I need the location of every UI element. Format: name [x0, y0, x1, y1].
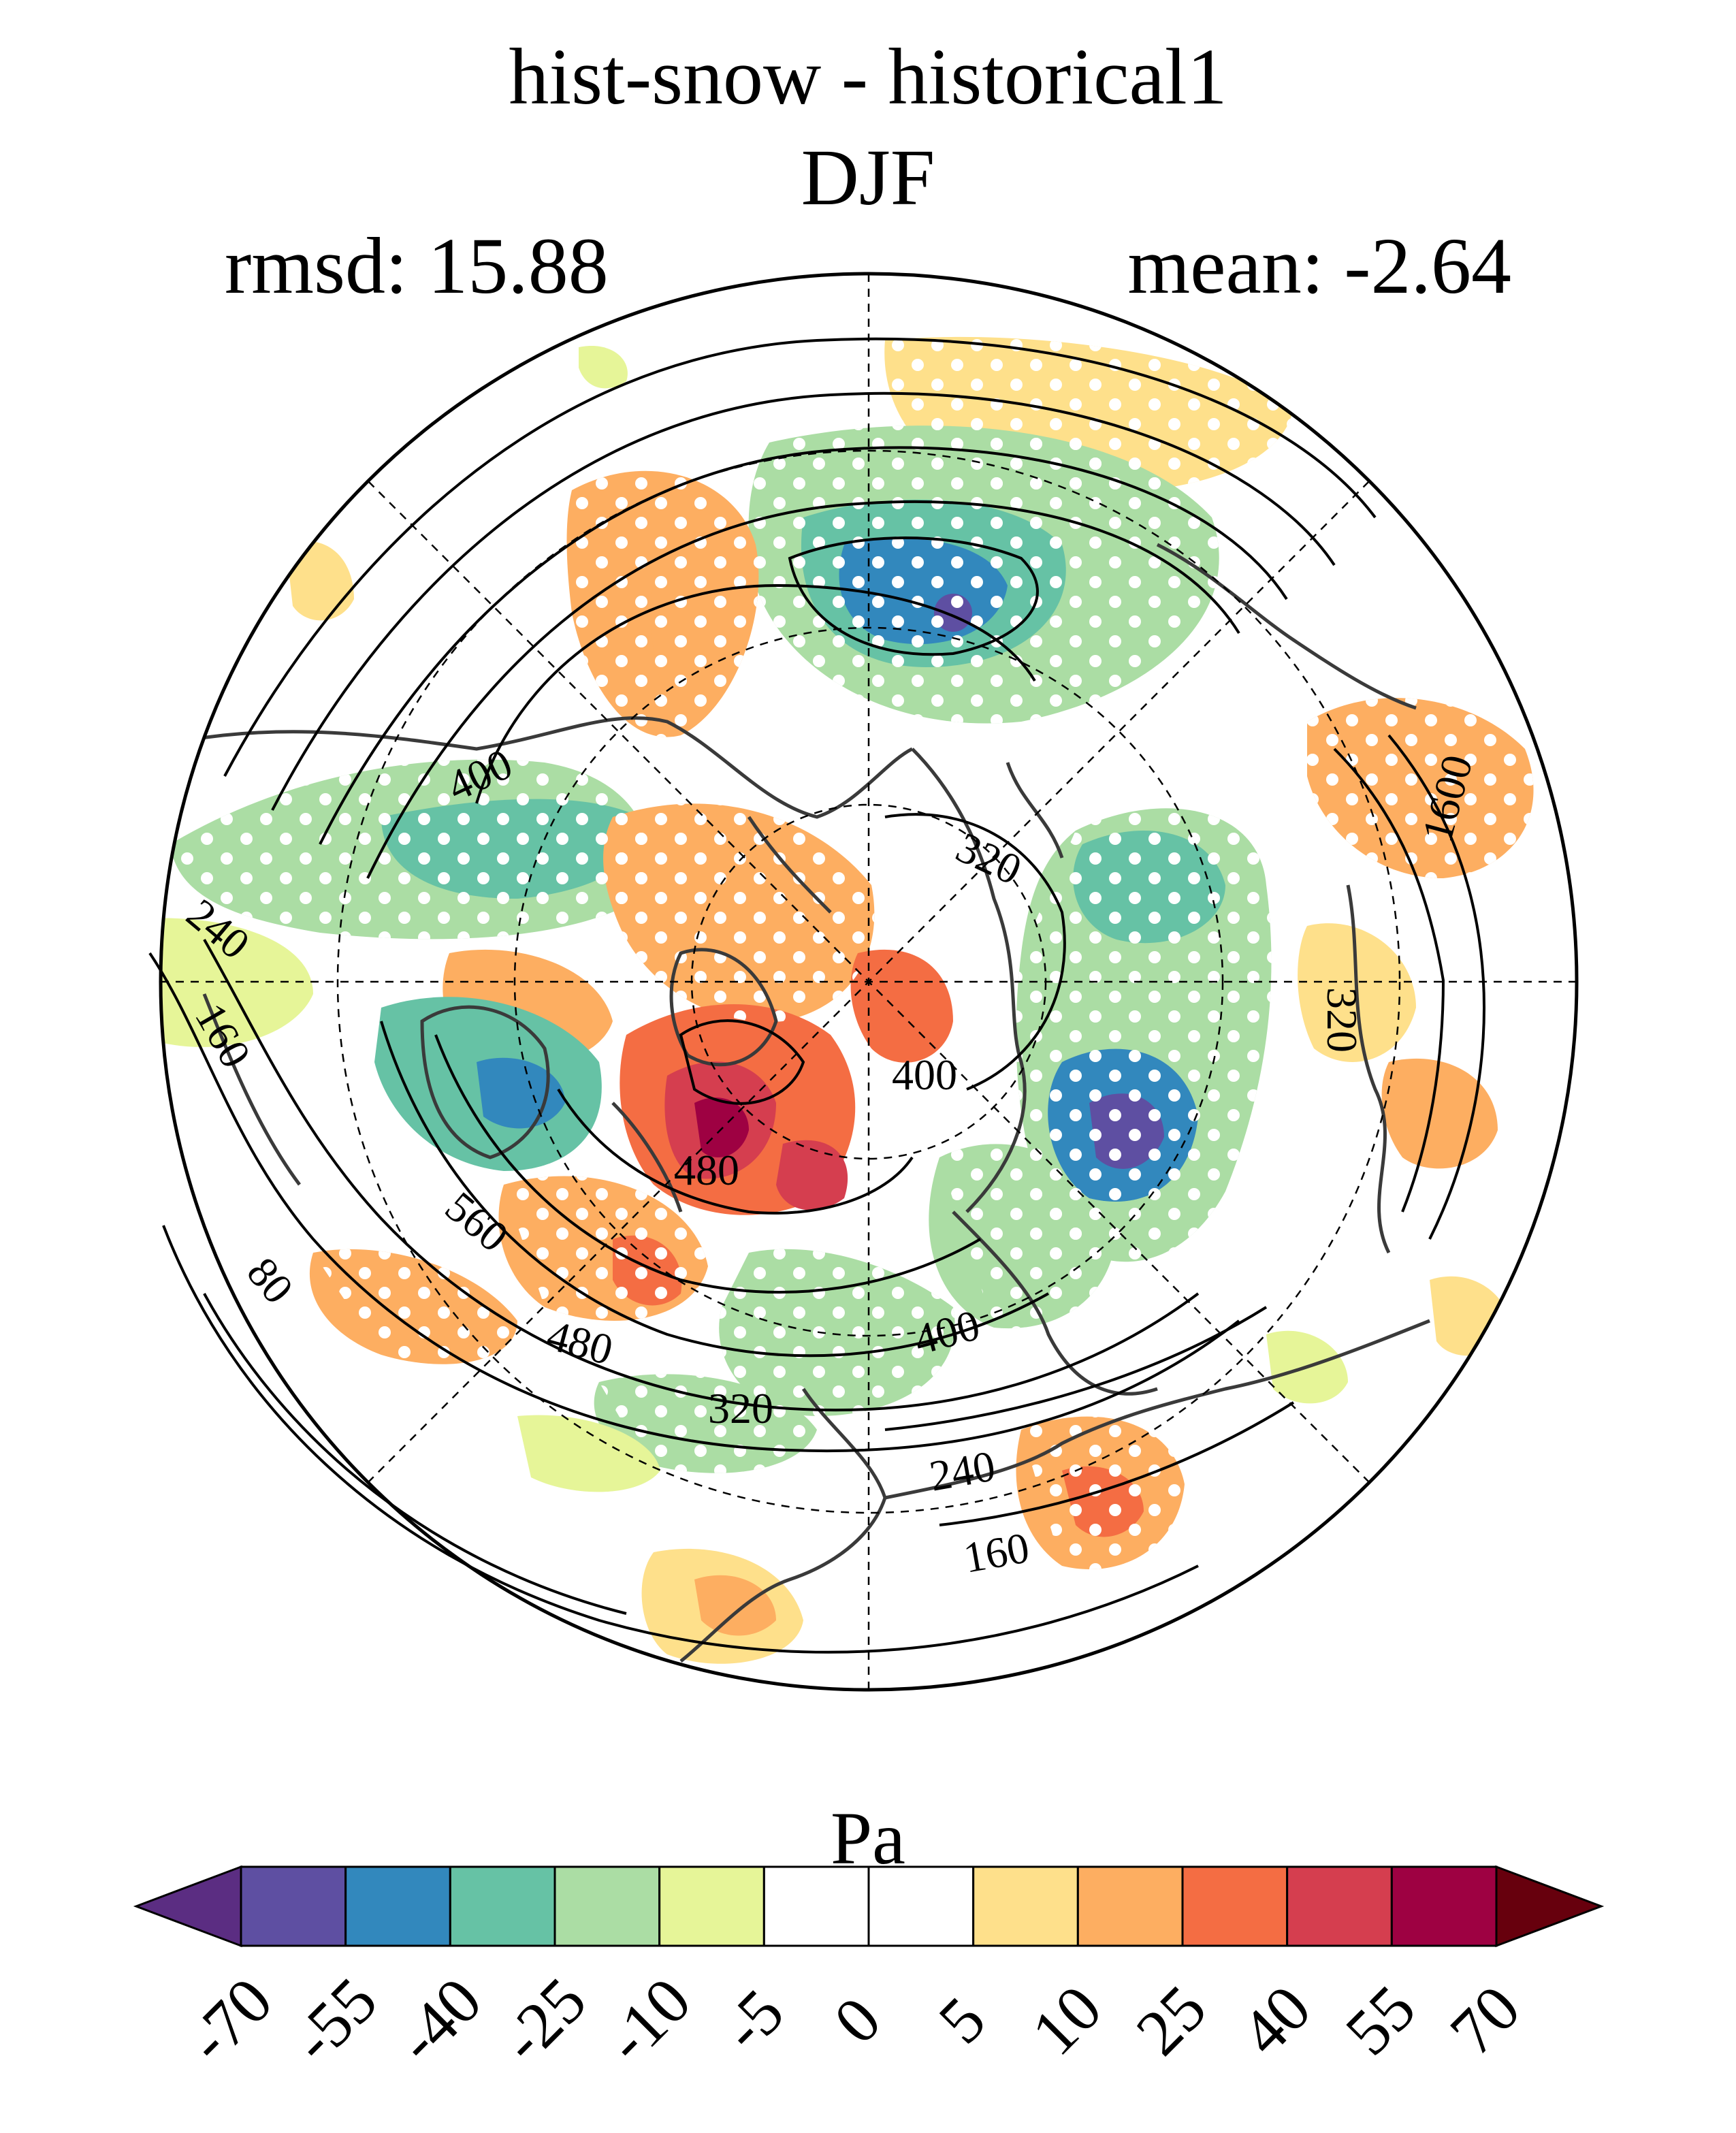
colorbar-cell — [344, 1865, 451, 1947]
contour-label: 400 — [892, 1051, 957, 1099]
colorbar-tick-label: -70 — [173, 1963, 286, 2076]
colorbar-tick-label: -55 — [278, 1963, 391, 2076]
colorbar-unit: Pa — [831, 1797, 905, 1880]
colorbar-cell — [972, 1865, 1079, 1947]
colorbar-tick-label: -5 — [707, 1975, 797, 2065]
plot-title: hist-snow - historical1 — [509, 32, 1227, 121]
season-label: DJF — [801, 133, 935, 222]
colorbar-cell — [240, 1865, 347, 1947]
colorbar-cell — [449, 1865, 556, 1947]
colorbar-tick-label: 25 — [1122, 1971, 1220, 2069]
contour-label: 320 — [1318, 987, 1366, 1053]
colorbar-tick-label: 70 — [1436, 1971, 1534, 2069]
contour-label: 240 — [926, 1441, 999, 1501]
graticule — [161, 274, 1577, 1690]
rmsd-label: rmsd: 15.88 — [225, 221, 609, 310]
contour-label: 320 — [708, 1384, 773, 1432]
mean-label: mean: -2.64 — [1127, 221, 1511, 310]
colorbar-cell — [762, 1865, 870, 1947]
contour-label: 480 — [674, 1146, 739, 1194]
colorbar-over-triangle — [1495, 1865, 1605, 1948]
colorbar-cell — [1286, 1865, 1393, 1947]
colorbar-tick-label: 0 — [820, 1983, 895, 2057]
colorbar: -70-55-40-25-10 -5 0 5 10 25 40 55 70 — [133, 1865, 1605, 2076]
map-boundary — [159, 272, 1579, 1692]
colorbar-tick-label: 10 — [1018, 1971, 1116, 2069]
climatology-contours — [148, 337, 1486, 1654]
colorbar-cell — [1390, 1865, 1498, 1947]
colorbar-tick-label: 40 — [1227, 1971, 1325, 2069]
contour-label: 160 — [960, 1523, 1033, 1582]
colorbar-tick-label: -10 — [592, 1963, 705, 2076]
colorbar-tick-label: 5 — [925, 1983, 999, 2057]
colorbar-cell — [1076, 1865, 1184, 1947]
colorbar-tick-label: -40 — [382, 1963, 495, 2076]
colorbar-cell — [867, 1865, 975, 1947]
colorbar-cell — [658, 1865, 765, 1947]
colorbar-tick-label: 55 — [1332, 1971, 1430, 2069]
colorbar-tick-label: -25 — [487, 1963, 600, 2076]
colorbar-cell — [1181, 1865, 1289, 1947]
